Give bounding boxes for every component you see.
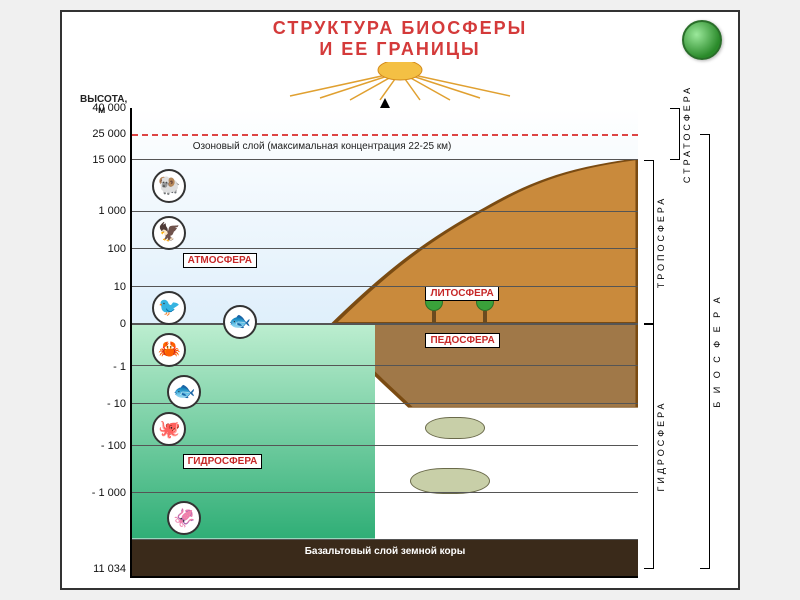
bird-icon: 🐦 [152,291,186,325]
y-tick: 11 034 [93,563,126,575]
fish-icon: 🐟 [167,375,201,409]
bracket-troposphere [644,160,654,325]
level-line [132,134,638,136]
y-tick: - 1 [113,361,126,373]
atmosphere-label: АТМОСФЕРА [183,253,257,268]
sheep-icon: 🐏 [152,169,186,203]
crust-region [132,539,638,576]
level-line [132,403,638,404]
y-tick: 0 [120,318,126,330]
y-tick: 40 000 [92,102,126,114]
y-tick: - 10 [107,398,126,410]
level-line [132,211,638,212]
bracket-stratosphere [670,108,680,160]
mountain-shape [132,159,638,323]
y-tick: - 1 000 [92,487,126,499]
bracket-hydrosphere_v [644,324,654,568]
level-line [132,159,638,160]
y-tick: 25 000 [92,128,126,140]
crab-icon: 🦀 [152,333,186,367]
y-tick: 10 [114,281,126,293]
pedosphere-label: ПЕДОСФЕРА [425,333,499,348]
y-tick: 1 000 [98,205,126,217]
vlabel-troposphere: ТРОПОСФЕРА [656,196,666,289]
sun-area [62,62,738,102]
title-line-1: СТРУКТУРА БИОСФЕРЫ [62,18,738,39]
y-tick: - 100 [101,440,126,452]
vlabel-stratosphere: СТРАТОСФЕРА [682,85,692,183]
hydrosphere-label: ГИДРОСФЕРА [183,454,263,469]
level-line [132,492,638,493]
rock-shape [425,417,485,439]
y-tick: 15 000 [92,154,126,166]
level-line [132,248,638,249]
level-line [132,323,638,325]
title-line-2: И ЕЕ ГРАНИЦЫ [62,39,738,60]
level-line [132,539,638,540]
basalt-label: Базальтовый слой земной коры [305,546,466,557]
y-tick: 100 [108,243,126,255]
level-line [132,286,638,287]
vlabel-hydrosphere_v: ГИДРОСФЕРА [656,401,666,492]
bracket-biosphere_v [700,134,710,569]
title-area: СТРУКТУРА БИОСФЕРЫ И ЕЕ ГРАНИЦЫ [62,12,738,62]
vlabel-biosphere_v: Б И О С Ф Е Р А [712,295,722,408]
y-axis: 40 00025 00015 0001 000100100- 1- 10- 10… [72,108,130,578]
level-line [132,445,638,446]
flying-fish-icon: 🐟 [223,305,257,339]
vertical-brackets: ТРОПОСФЕРАСТРАТОСФЕРАГИДРОСФЕРАБ И О С Ф… [640,108,728,578]
axis-arrow-icon [380,98,390,108]
rock-shape [410,468,490,494]
level-line [132,365,638,366]
earth-icon [682,20,722,60]
ozone-label: Озоновый слой (максимальная концентрация… [193,141,452,152]
eagle-icon: 🦅 [152,216,186,250]
sun-icon [270,62,530,102]
diagram-frame: СТРУКТУРА БИОСФЕРЫ И ЕЕ ГРАНИЦЫ ВЫСОТА, … [60,10,740,590]
lithosphere-label: ЛИТОСФЕРА [425,286,498,301]
diagram-area: 40 00025 00015 0001 000100100- 1- 10- 10… [72,108,728,578]
plot-area: Озоновый слой (максимальная концентрация… [130,108,638,578]
